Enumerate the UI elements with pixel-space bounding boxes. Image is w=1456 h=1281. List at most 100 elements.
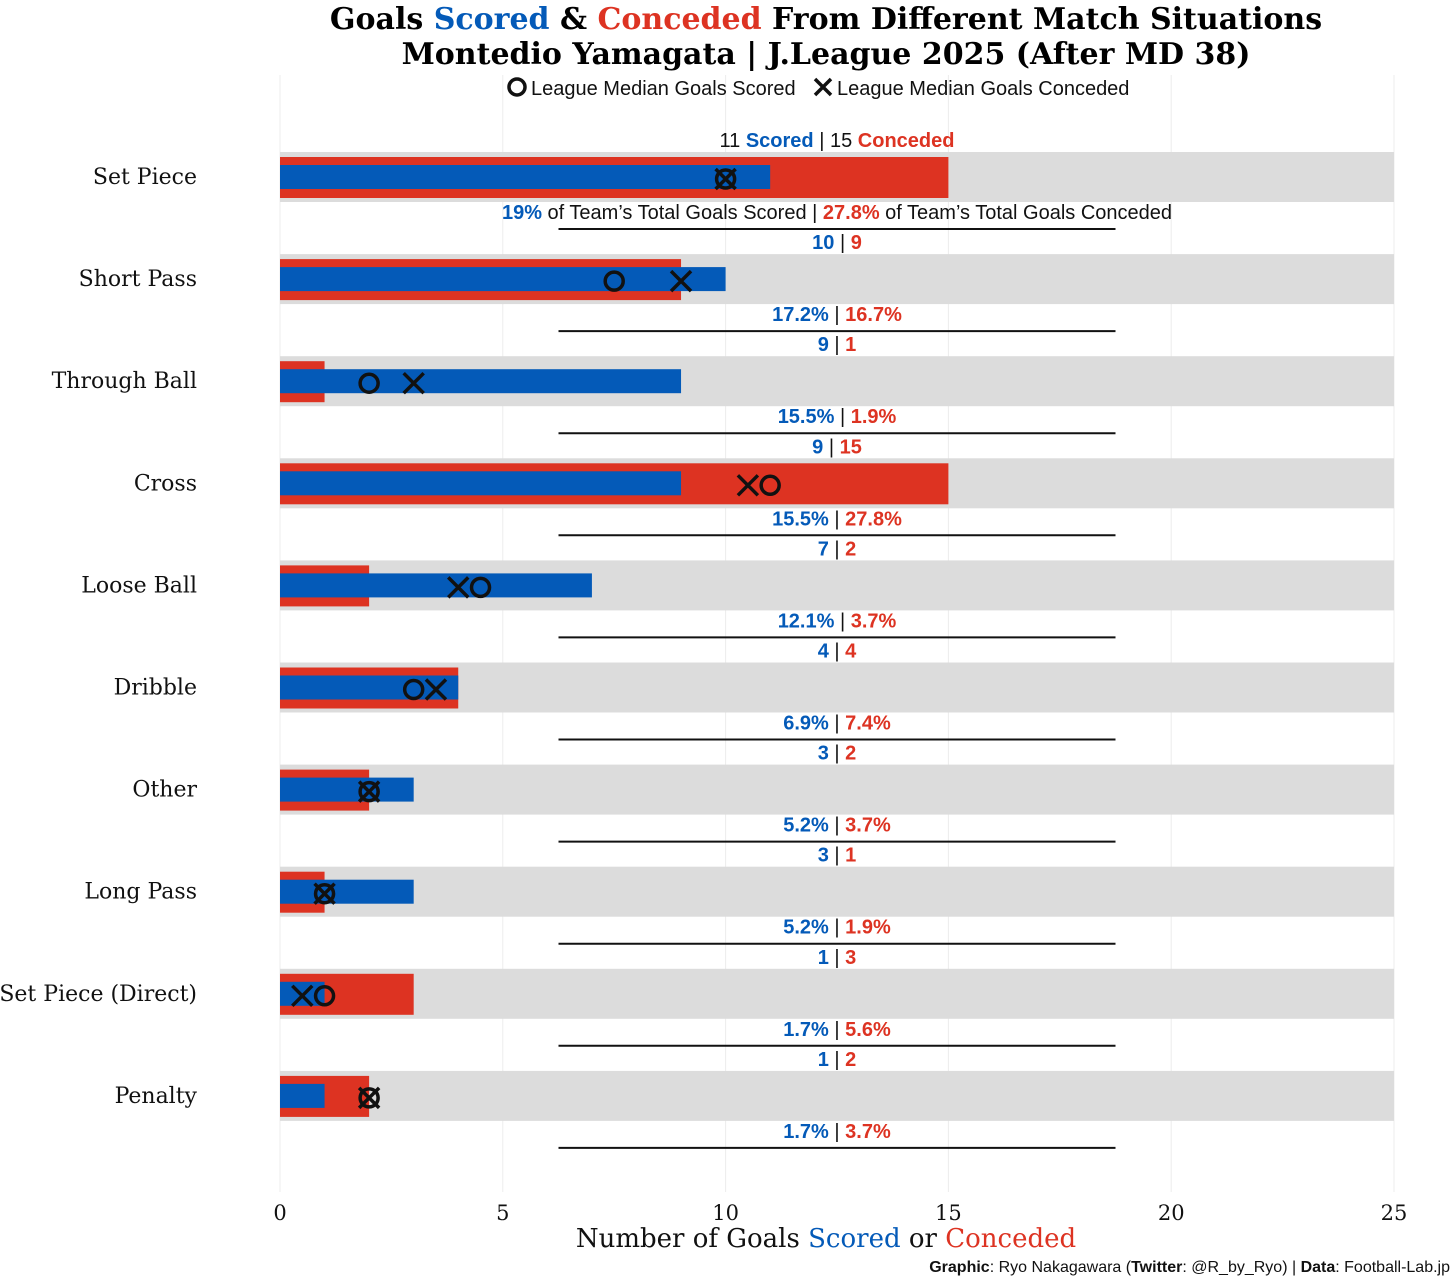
scored-percent: 1.7% [783,1019,829,1041]
chart-subtitle: Montedio Yamagata | J.League 2025 (After… [402,37,1251,72]
separator: | [829,947,845,969]
title-conceded: Conceded [598,2,762,37]
scored-percent: 5.2% [783,917,829,939]
conceded-percent: 5.6% [845,1019,891,1041]
separator: | [829,508,845,530]
row-dribble: Dribble 4 | 4 6.9% | 7.4% [114,641,1394,741]
count-label: 4 | 4 [818,641,857,663]
conceded-count: 3 [845,947,856,969]
percent-label: 5.2% | 1.9% [783,917,891,939]
median-conceded-cross-icon [736,474,760,497]
x-tick-label: 25 [1381,1201,1408,1225]
legend-scored-label: League Median Goals Scored [531,78,796,100]
category-label: Cross [134,471,197,496]
row-through-ball: Through Ball 9 | 1 15.5% | 1.9% [52,334,1394,435]
separator: | [834,406,850,428]
scored-percent-suffix: of Team’s Total Goals Scored [542,202,807,224]
count-label: 9 | 15 [812,436,862,458]
scored-bar [280,369,682,394]
separator: | [807,202,823,224]
median-scored-circle-icon [358,780,380,803]
scored-count: 9 [818,334,829,356]
background-band [280,764,1394,815]
scored-percent: 17.2% [772,304,829,326]
scored-bar [280,777,414,802]
scored-word: Scored [746,130,814,152]
credit-data-label: Data [1301,1259,1336,1276]
category-label: Through Ball [52,369,197,394]
separator: | [829,1019,845,1041]
background-band [280,1070,1394,1121]
credit-twitter-label: Twitter [1131,1259,1182,1276]
credit: Graphic: Ryo Nakagawara (Twitter: @R_by_… [929,1259,1450,1276]
credit-twitter-value: : @R_by_Ryo) | [1182,1259,1300,1276]
scored-percent: 6.9% [783,713,829,735]
scored-count: 10 [812,232,834,254]
legend: League Median Goals Scored League Median… [507,77,1129,100]
percent-label: 12.1% | 3.7% [778,610,897,632]
conceded-count: 2 [845,1049,856,1071]
count-label: 11 Scored | 15 Conceded [720,130,955,152]
conceded-percent: 7.4% [845,713,891,735]
scored-bar [280,1083,325,1108]
count-label: 1 | 3 [818,947,857,969]
median-scored-circle-icon [714,168,737,190]
x-axis-label: Number of Goals Scored or Conceded [576,1224,1076,1254]
scored-bar [280,165,771,189]
title-part: & [550,2,598,37]
separator: | [829,334,845,356]
median-conceded-cross-icon [357,780,381,803]
median-conceded-cross-icon [714,167,737,191]
category-label: Set Piece (Direct) [0,982,197,1007]
count-label: 1 | 2 [818,1049,857,1071]
count-label: 7 | 2 [818,538,857,560]
scored-count: 11 [720,130,746,152]
xlabel-part: Number of Goals [576,1224,808,1254]
row-other: Other 3 | 2 5.2% | 3.7% [132,743,1394,843]
count-label: 3 | 2 [818,743,857,765]
background-band [280,968,1394,1019]
x-tick-label: 15 [935,1201,962,1225]
category-label: Dribble [114,676,197,701]
median-conceded-cross-icon [291,984,314,1008]
scored-bar [280,879,414,904]
median-conceded-cross-icon [447,576,470,599]
category-label: Short Pass [79,267,197,292]
scored-count: 4 [818,641,830,663]
scored-percent: 15.5% [772,508,829,530]
conceded-percent: 3.7% [845,1121,891,1143]
scored-bar [280,471,682,496]
scored-bar [280,573,592,598]
separator: | [829,1049,845,1071]
conceded-percent: 1.9% [845,917,891,939]
percent-label: 19% of Team’s Total Goals Scored | 27.8%… [502,202,1172,224]
row-penalty: Penalty 1 | 2 1.7% | 3.7% [115,1049,1394,1149]
median-conceded-cross-icon [313,882,336,905]
conceded-count: 4 [845,641,857,663]
separator: | 15 [814,130,858,152]
separator: | [834,610,850,632]
conceded-percent: 3.7% [845,815,891,837]
scored-percent: 1.7% [783,1121,829,1143]
percent-label: 1.7% | 3.7% [783,1121,891,1143]
category-label: Penalty [115,1084,198,1109]
scored-percent: 5.2% [783,815,829,837]
percent-label: 1.7% | 5.6% [783,1019,891,1041]
row-cross: Cross 9 | 15 15.5% | 27.8% [134,436,1394,537]
separator: | [834,232,850,254]
x-tick-label: 10 [712,1201,739,1225]
median-conceded-cross-icon [669,269,693,293]
median-scored-circle-icon [402,678,425,701]
xlabel-part: or [901,1224,946,1254]
scored-count: 3 [818,845,829,867]
percent-label: 6.9% | 7.4% [783,713,891,735]
scored-percent: 15.5% [778,406,835,428]
conceded-count: 1 [845,334,856,356]
median-conceded-cross-icon [424,678,448,701]
conceded-count: 9 [851,232,862,254]
percent-label: 15.5% | 27.8% [772,508,902,530]
category-label: Loose Ball [81,573,197,598]
median-scored-circle-icon [313,882,336,905]
separator: | [829,713,845,735]
